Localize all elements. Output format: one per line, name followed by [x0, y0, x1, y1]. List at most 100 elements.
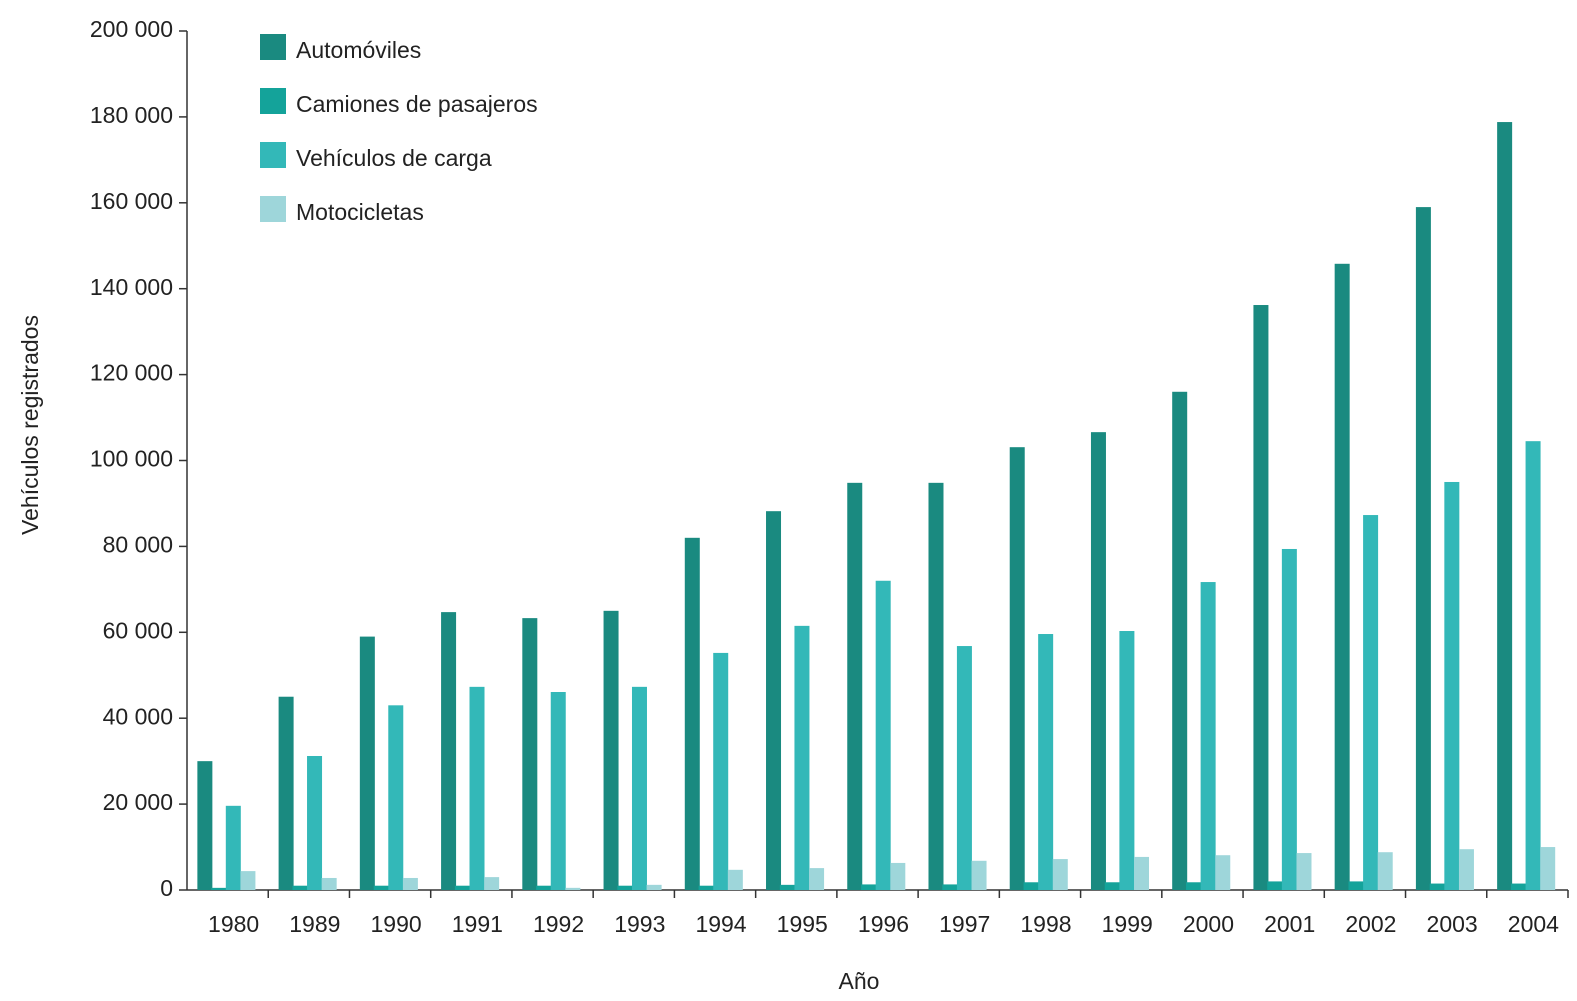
x-tick-label: 1994	[695, 911, 746, 937]
bar	[550, 692, 566, 890]
bar	[373, 885, 389, 890]
bar	[1009, 447, 1025, 890]
x-tick-label: 1980	[208, 911, 259, 937]
bar	[292, 885, 308, 890]
bar	[971, 860, 987, 890]
bar	[1253, 305, 1269, 890]
bar	[1038, 634, 1054, 890]
bar	[359, 636, 375, 890]
y-tick-label: 160 000	[90, 188, 173, 214]
bar	[1104, 882, 1120, 890]
bar	[225, 805, 241, 890]
x-tick-label: 1997	[939, 911, 990, 937]
x-tick-label: 1995	[777, 911, 828, 937]
bar	[1119, 631, 1135, 890]
bar	[1023, 882, 1039, 890]
y-tick-label: 200 000	[90, 16, 173, 42]
bar	[1429, 883, 1445, 890]
bar	[684, 537, 700, 890]
legend-label: Camiones de pasajeros	[296, 91, 538, 117]
legend-swatch	[260, 142, 286, 168]
legend-swatch	[260, 88, 286, 114]
y-tick-label: 20 000	[103, 789, 173, 815]
x-tick-label: 1989	[289, 911, 340, 937]
bar	[1134, 856, 1150, 890]
bar	[1525, 441, 1541, 890]
x-tick-label: 2003	[1427, 911, 1478, 937]
bar	[1444, 481, 1460, 890]
bar	[1348, 881, 1364, 890]
bar	[565, 887, 581, 890]
bar	[1334, 263, 1350, 890]
bar	[794, 625, 810, 890]
x-tick-label: 2000	[1183, 911, 1234, 937]
x-tick-label: 1998	[1020, 911, 1071, 937]
bar	[698, 885, 714, 890]
y-tick-label: 40 000	[103, 703, 173, 729]
x-axis-label: Año	[839, 968, 880, 994]
bar	[536, 885, 552, 890]
bar	[603, 610, 619, 890]
bar	[1172, 391, 1188, 890]
bar	[779, 884, 795, 890]
bar	[809, 868, 825, 890]
bar	[847, 482, 863, 890]
bar	[1540, 847, 1556, 890]
bar	[766, 511, 782, 890]
bar	[441, 612, 457, 890]
x-tick-label: 1991	[452, 911, 503, 937]
bar	[1377, 852, 1393, 890]
bar	[402, 877, 418, 890]
y-tick-label: 180 000	[90, 102, 173, 128]
y-tick-label: 80 000	[103, 531, 173, 557]
bar	[1296, 853, 1312, 890]
legend-swatch	[260, 34, 286, 60]
bar	[956, 646, 972, 890]
bar	[1281, 548, 1297, 890]
x-tick-label: 2004	[1508, 911, 1559, 937]
bar	[211, 887, 227, 890]
bar	[1415, 207, 1431, 891]
bar	[1090, 432, 1106, 890]
bar	[861, 884, 877, 890]
legend-label: Motocicletas	[296, 199, 424, 225]
bar	[522, 618, 538, 890]
bar	[278, 696, 294, 890]
bar	[646, 884, 662, 890]
bar	[875, 580, 891, 890]
bar	[1052, 859, 1068, 890]
bar	[1215, 855, 1231, 890]
bar	[890, 862, 906, 890]
bar	[1497, 122, 1513, 890]
x-tick-label: 1992	[533, 911, 584, 937]
bar	[454, 885, 470, 890]
x-tick-label: 2002	[1345, 911, 1396, 937]
bar	[469, 686, 485, 890]
bar	[1186, 882, 1202, 890]
bar	[240, 871, 256, 890]
x-tick-label: 1999	[1102, 911, 1153, 937]
bar	[631, 686, 647, 890]
bar	[617, 885, 633, 890]
bar	[928, 482, 944, 890]
x-tick-label: 1996	[858, 911, 909, 937]
x-tick-label: 2001	[1264, 911, 1315, 937]
bar	[1510, 883, 1526, 890]
y-axis-label: Vehículos registrados	[17, 315, 43, 535]
bar	[1200, 582, 1216, 890]
y-tick-label: 0	[160, 875, 173, 901]
y-tick-label: 120 000	[90, 360, 173, 386]
x-tick-label: 1993	[614, 911, 665, 937]
bar	[388, 705, 404, 890]
bar	[942, 884, 958, 890]
bar	[307, 755, 323, 890]
x-tick-label: 1990	[371, 911, 422, 937]
bar	[713, 652, 729, 890]
bar	[727, 869, 743, 890]
legend-label: Automóviles	[296, 37, 421, 63]
y-tick-label: 100 000	[90, 446, 173, 472]
y-tick-label: 140 000	[90, 274, 173, 300]
bar	[321, 877, 337, 890]
bar	[484, 877, 500, 890]
legend-swatch	[260, 196, 286, 222]
